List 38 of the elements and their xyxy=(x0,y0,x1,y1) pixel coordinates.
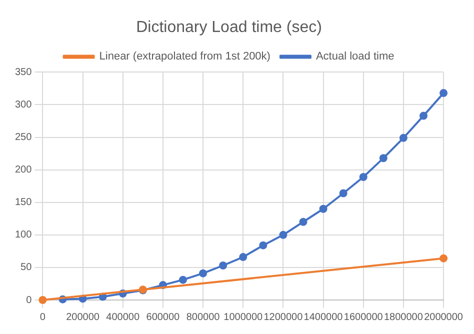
point xyxy=(178,276,187,284)
y-tick-label: 100 xyxy=(14,230,32,241)
x-tick-label: 200000 xyxy=(66,312,100,323)
y-tick-label: 0 xyxy=(26,294,32,306)
x-tick-label: 1800000 xyxy=(384,312,424,323)
point xyxy=(359,172,368,181)
legend-label: Actual load time xyxy=(316,50,394,63)
point xyxy=(440,89,448,98)
y-tick-label: 350 xyxy=(14,66,32,78)
x-tick-label: 2000000 xyxy=(424,312,464,323)
y-tick-label: 200 xyxy=(14,164,32,176)
x-tick-label: 1400000 xyxy=(304,312,344,323)
x-tick-label: 0 xyxy=(40,312,46,323)
point xyxy=(419,112,428,120)
x-tick-label: 1600000 xyxy=(344,312,384,323)
x-tick-label: 400000 xyxy=(106,312,140,323)
point xyxy=(299,218,308,226)
x-tick-label: 600000 xyxy=(146,312,180,323)
chart-title: Dictionary Load time (sec) xyxy=(136,19,322,36)
x-tick-label: 800000 xyxy=(186,312,220,323)
point xyxy=(319,204,328,213)
point xyxy=(239,253,248,262)
point xyxy=(339,189,348,198)
x-tick-label: 1000000 xyxy=(224,312,264,323)
point xyxy=(219,262,228,270)
point xyxy=(279,230,288,239)
point xyxy=(38,296,47,304)
y-tick-label: 150 xyxy=(14,197,32,208)
legend-label: Linear (extrapolated from 1st 200k) xyxy=(99,50,270,63)
point xyxy=(259,241,268,250)
y-tick-label: 300 xyxy=(14,99,32,110)
x-tick-label: 1200000 xyxy=(264,312,304,323)
y-tick-label: 50 xyxy=(20,262,32,274)
y-tick-label: 250 xyxy=(14,132,32,144)
point xyxy=(440,254,448,262)
point xyxy=(399,134,408,142)
point xyxy=(379,154,388,162)
point xyxy=(199,269,208,278)
